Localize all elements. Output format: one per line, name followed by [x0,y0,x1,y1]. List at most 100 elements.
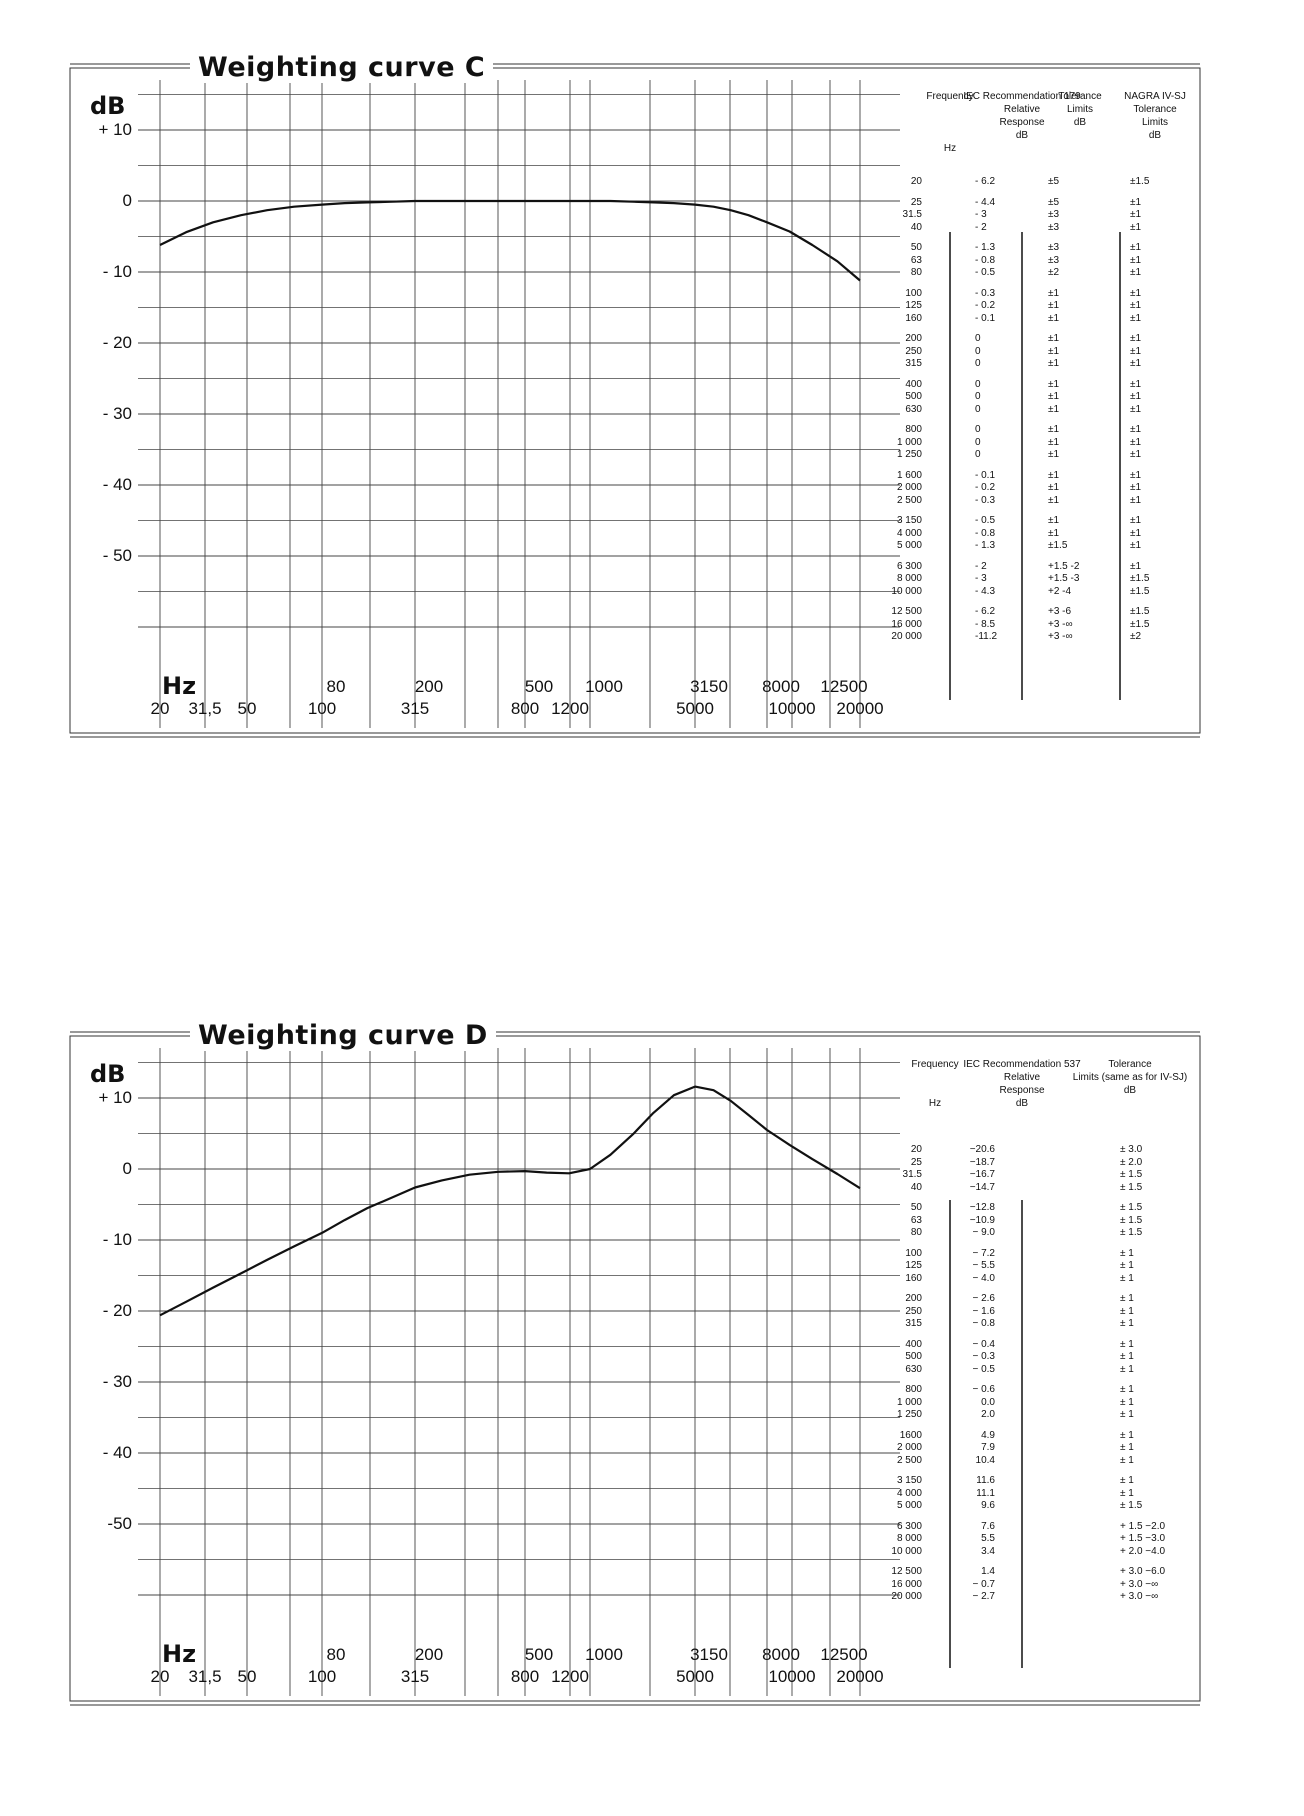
table-cell: ± 1.5 [1120,1500,1143,1511]
table-cell: −20.6 [969,1144,995,1155]
table-cell: + 1.5 −3.0 [1120,1533,1166,1544]
table-cell: ±1 [1048,449,1060,460]
y-tick-label: - 50 [102,546,132,565]
table-header: Hz [928,1098,942,1109]
table-cell: ±1 [1130,449,1142,460]
table-cell: ±1 [1130,287,1142,299]
table-cell: + 2.0 −4.0 [1120,1545,1166,1557]
table-header: dB [1123,1085,1137,1096]
x-tick-label-lower: 1200 [551,699,589,718]
table-cell: 6 300 [896,560,922,572]
table-cell: 3 150 [896,515,922,526]
table-cell: ±1.5 [1130,573,1150,584]
table-cell: ±1.5 [1130,618,1150,630]
table-cell: −16.7 [969,1169,995,1180]
table-cell: ± 1 [1120,1384,1134,1395]
table-cell: ±1.5 [1130,606,1150,617]
table-cell: 25 [910,196,922,208]
x-tick-label-upper: 500 [524,677,554,696]
table-cell: ± 2.0 [1120,1156,1143,1168]
table-cell: − 9.0 [972,1227,995,1238]
table-cell: 160 [905,312,922,324]
table-cell: ±1.5 [1130,176,1150,187]
table-cell: ± 1.5 [1120,1169,1143,1180]
weighting-curve-c-panel: Weighting curve C dB Hz + 10 0- 10- 20- 3… [69,52,1201,760]
table-cell: ±1 [1130,345,1142,357]
table-cell: 0 [975,333,981,344]
x-tick-label-lower: 20 [150,1667,170,1686]
table-cell: 5 000 [896,1500,922,1511]
table-cell: ±1 [1048,436,1060,448]
table-cell: - 0.5 [975,267,996,278]
table-cell: ±1 [1130,469,1142,481]
table-cell: 31.5 [902,209,922,220]
table-header: Frequency [926,91,974,102]
table-cell: 0.0 [981,1396,995,1408]
table-cell: 400 [905,378,922,390]
table-cell: - 0.3 [975,494,996,506]
x-tick-label-lower: 50 [237,699,257,718]
table-cell: − 4.0 [972,1272,995,1284]
table-cell: ± 1 [1120,1272,1134,1284]
table-cell: 200 [905,333,922,344]
y-tick-label: - 20 [102,333,132,352]
table-cell: 8 000 [896,573,922,584]
table-cell: +3 -∞ [1048,631,1073,642]
table-cell: − 7.2 [972,1247,995,1259]
x-tick-label-lower: 31,5 [188,699,222,718]
y-tick-label: - 20 [102,1301,132,1320]
table-cell: 50 [910,1202,922,1213]
table-cell: ± 1 [1120,1338,1134,1350]
table-cell: 100 [905,1247,922,1259]
table-cell: 16 000 [891,618,922,630]
table-cell: 12 500 [891,1566,922,1577]
table-cell: ±3 [1048,254,1060,266]
y-tick-label: - 30 [102,404,132,423]
table-cell: ±1.5 [1048,540,1068,551]
table-cell: ±1 [1048,333,1060,344]
table-cell: ±2 [1048,267,1060,278]
table-cell: − 0.3 [972,1351,995,1362]
table-cell: 6 300 [896,1520,922,1532]
table-cell: ± 1 [1120,1247,1134,1259]
weighting-curve-line [159,1085,861,1317]
table-cell: ±1 [1130,527,1142,539]
x-tick-label-lower: 315 [400,1667,430,1686]
y-tick-label: - 40 [102,1443,132,1462]
table-cell: 4 000 [896,1487,922,1499]
table-cell: - 0.1 [975,312,996,324]
table-cell: - 0.3 [975,287,996,299]
table-cell: +1.5 -2 [1048,560,1080,572]
table-cell: +1.5 -3 [1048,573,1080,584]
table-cell: ±3 [1048,242,1060,253]
table-cell: - 4.3 [975,585,996,597]
x-tick-label-upper: 80 [326,1645,346,1664]
table-cell: 315 [905,358,922,369]
x-tick-label-lower: 800 [510,699,540,718]
table-cell: 200 [905,1293,922,1304]
table-cell: 2.0 [981,1409,995,1420]
table-cell: ±1 [1130,378,1142,390]
y-tick-label: + 10 [98,1088,132,1107]
table-cell: 8 000 [896,1533,922,1544]
table-cell: ±1 [1048,287,1060,299]
table-cell: 11.6 [976,1475,995,1486]
table-cell: ± 3.0 [1120,1144,1143,1155]
table-cell: - 1.3 [975,540,996,551]
x-tick-label-upper: 12500 [820,677,868,696]
table-cell: 10 000 [891,1545,922,1557]
table-cell: −12.8 [969,1202,995,1213]
table-cell: 315 [905,1318,922,1329]
table-header: Tolerance [1108,1059,1152,1070]
table-header: dB [1015,1098,1029,1109]
x-tick-label-lower: 10000 [768,1667,816,1686]
table-cell: ± 1 [1120,1305,1134,1317]
y-tick-label: 0 [122,1159,132,1178]
table-cell: ±1 [1048,378,1060,390]
table-cell: 4 000 [896,527,922,539]
table-cell: - 0.1 [975,469,996,481]
table-cell: 7.9 [981,1442,995,1453]
table-cell: − 0.6 [972,1384,995,1395]
table-cell: − 0.7 [972,1578,995,1590]
